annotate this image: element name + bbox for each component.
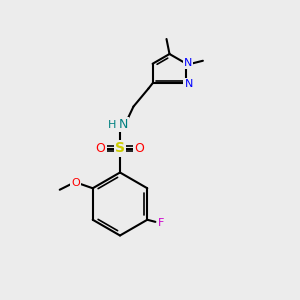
Text: N: N xyxy=(184,58,192,68)
Text: H: H xyxy=(107,119,116,130)
Text: S: S xyxy=(115,142,125,155)
Text: N: N xyxy=(118,118,128,131)
Text: N: N xyxy=(184,79,193,89)
Text: F: F xyxy=(158,218,165,228)
Text: O: O xyxy=(135,142,144,155)
Text: O: O xyxy=(96,142,105,155)
Text: O: O xyxy=(71,178,80,188)
